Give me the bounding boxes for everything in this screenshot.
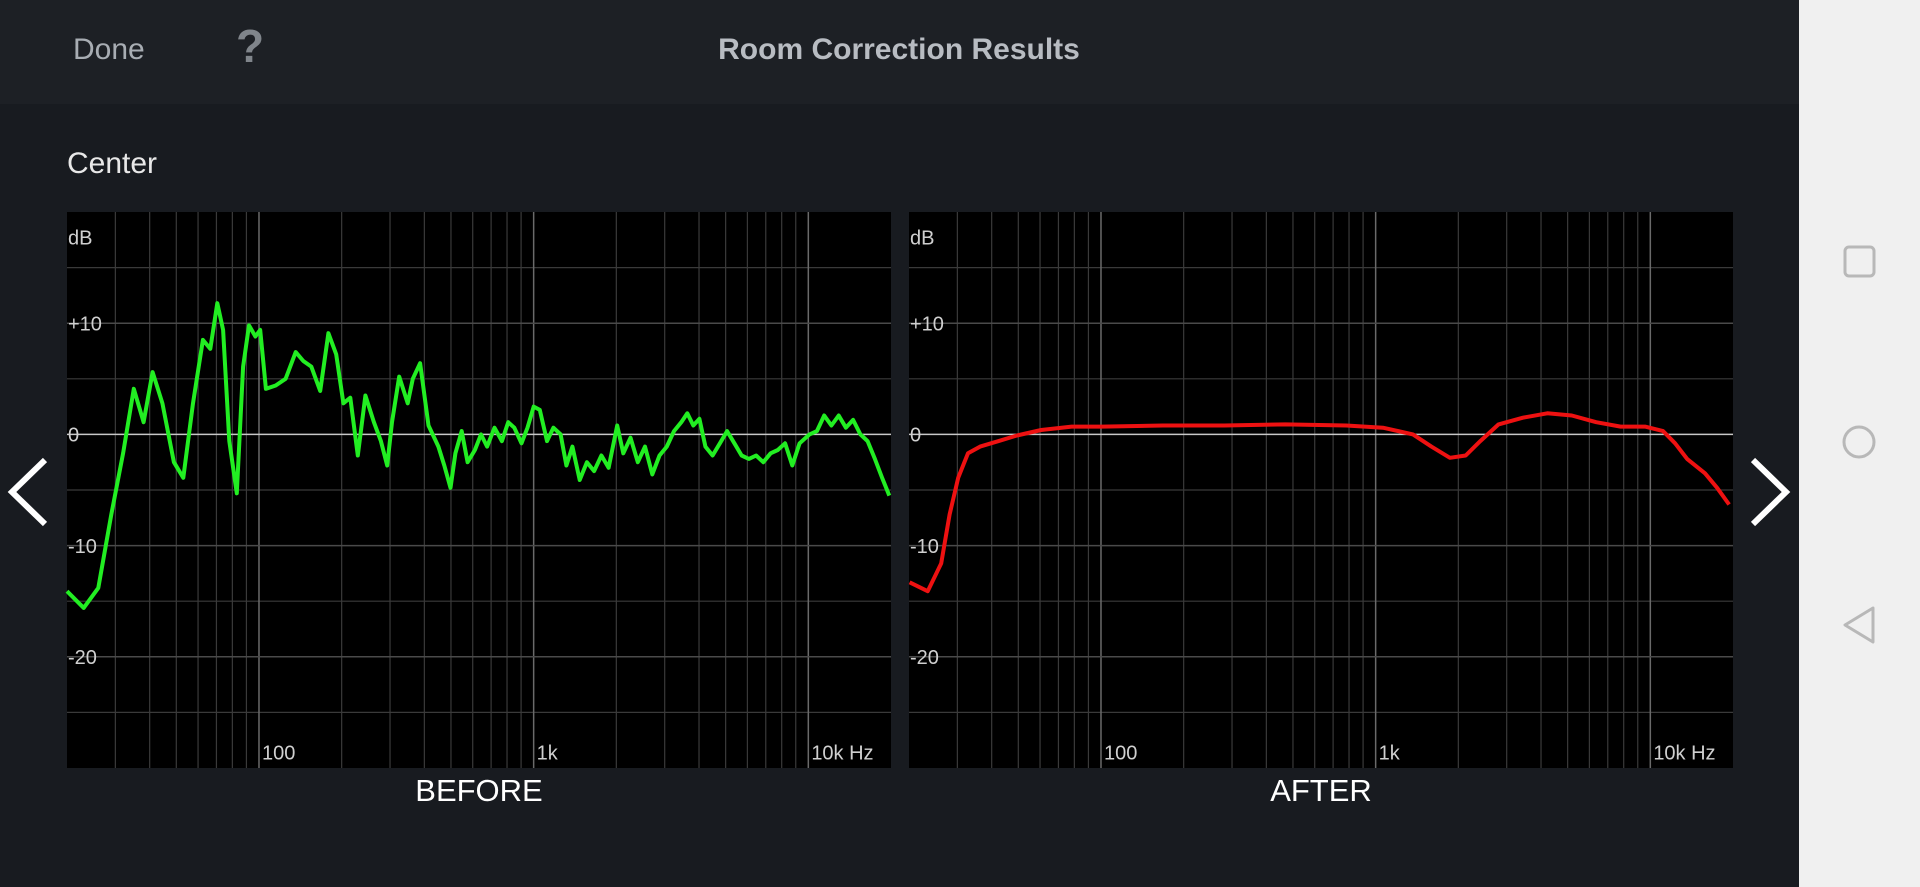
y-tick-label: +10 [68,313,102,335]
page-title: Room Correction Results [718,33,1080,66]
response-curve [908,411,1731,594]
nav-bar [1799,0,1920,887]
next-arrow[interactable] [1750,457,1791,527]
help-button[interactable]: ? [236,20,264,72]
channel-label: Center [67,147,157,180]
x-tick-label: 10k Hz [811,742,873,764]
x-tick-label: 100 [1104,742,1137,764]
back-button[interactable] [1843,606,1875,644]
y-tick-label: -10 [910,536,939,558]
y-tick-label: 0 [68,425,79,447]
y-tick-label: -10 [68,536,97,558]
x-tick-label: 1k [537,742,559,764]
y-axis-label: dB [68,227,92,249]
y-tick-label: 0 [910,425,921,447]
chart-title: BEFORE [415,773,542,808]
y-axis-label: dB [910,227,934,249]
x-tick-label: 100 [262,742,295,764]
y-tick-label: -20 [68,647,97,669]
response-curve [65,301,892,610]
recents-button[interactable] [1843,245,1876,278]
home-button[interactable] [1842,425,1876,459]
prev-arrow[interactable] [7,457,48,527]
y-tick-label: +10 [910,313,944,335]
x-tick-label: 1k [1379,742,1401,764]
done-button[interactable]: Done [73,33,145,66]
x-tick-label: 10k Hz [1653,742,1715,764]
chart-title: AFTER [1270,773,1372,808]
y-tick-label: -20 [910,647,939,669]
header-bar [0,0,1799,104]
